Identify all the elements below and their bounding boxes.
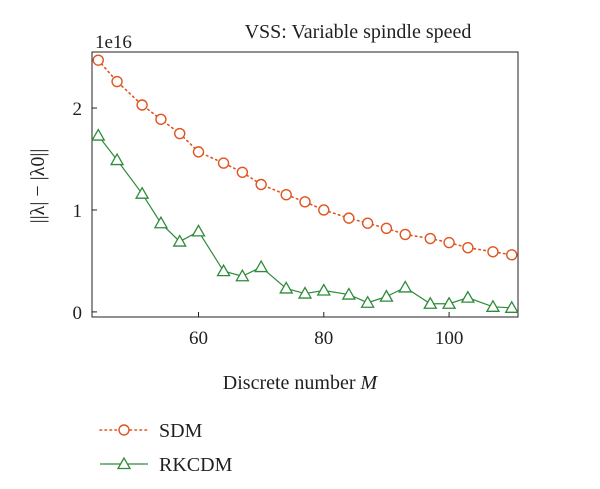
data-point-sdm	[236, 166, 249, 178]
data-point-rkcdm	[460, 290, 476, 303]
data-point-sdm	[192, 146, 205, 158]
data-point-rkcdm	[379, 289, 394, 302]
data-point-rkcdm	[109, 152, 125, 166]
data-point-sdm	[343, 212, 355, 224]
data-point-sdm	[92, 54, 104, 66]
y-multiplier: 1e16	[95, 32, 132, 53]
series-layer	[91, 54, 519, 313]
chart-title: VSS: Variable spindle speed	[245, 21, 472, 43]
x-tick-label: 80	[314, 328, 333, 349]
legend: SDM RKCDM	[99, 420, 233, 476]
y-tick-label: 0	[73, 303, 83, 324]
data-point-rkcdm	[360, 295, 375, 308]
data-point-sdm	[424, 232, 436, 245]
data-point-sdm	[462, 241, 474, 254]
data-point-rkcdm	[91, 128, 106, 141]
data-point-sdm	[280, 188, 292, 201]
x-axis-label: Discrete number M	[223, 372, 379, 394]
data-point-rkcdm	[297, 286, 313, 299]
legend-marker	[118, 424, 130, 436]
x-tick-label: 100	[435, 328, 464, 349]
data-point-sdm	[443, 236, 455, 249]
data-point-rkcdm	[153, 215, 169, 229]
data-point-sdm	[299, 196, 311, 208]
data-point-sdm	[217, 157, 230, 169]
data-point-rkcdm	[172, 234, 187, 247]
data-point-sdm	[136, 99, 148, 111]
legend-item-rkcdm: RKCDM	[100, 454, 233, 476]
data-point-rkcdm	[485, 299, 501, 312]
data-point-rkcdm	[504, 300, 519, 313]
data-point-rkcdm	[423, 296, 438, 309]
data-point-rkcdm	[279, 281, 294, 294]
data-point-rkcdm	[398, 280, 413, 293]
data-point-rkcdm	[316, 283, 331, 296]
data-point-rkcdm	[235, 268, 250, 282]
plot-frame	[91, 51, 519, 318]
data-point-rkcdm	[191, 224, 206, 237]
data-point-sdm	[318, 204, 330, 216]
y-tick-label: 2	[73, 99, 83, 120]
data-point-rkcdm	[341, 287, 356, 300]
data-point-sdm	[174, 127, 186, 140]
data-point-rkcdm	[216, 263, 231, 277]
x-axis-label-text: Discrete number	[223, 372, 356, 394]
data-point-sdm	[399, 228, 411, 241]
data-point-sdm	[361, 217, 374, 229]
data-point-sdm	[255, 178, 267, 191]
y-axis-label: ||λ| − |λ0||	[27, 149, 49, 224]
y-tick-label: 1	[73, 201, 83, 222]
legend-label: SDM	[159, 420, 203, 442]
data-point-sdm	[487, 246, 499, 258]
data-point-rkcdm	[441, 296, 457, 309]
x-tick-label: 60	[189, 328, 208, 349]
data-point-sdm	[155, 113, 167, 125]
series-rkcdm	[91, 128, 519, 313]
x-axis-label-symbol: M	[360, 372, 379, 394]
data-point-sdm	[506, 249, 518, 261]
legend-item-sdm: SDM	[99, 420, 203, 442]
data-point-rkcdm	[254, 259, 269, 273]
legend-marker	[116, 456, 132, 470]
axes: 60 80 100 0 1 2	[73, 99, 464, 349]
data-point-sdm	[111, 75, 123, 88]
data-point-sdm	[380, 222, 393, 235]
series-sdm	[92, 54, 518, 261]
data-point-rkcdm	[134, 186, 150, 199]
legend-label: RKCDM	[159, 454, 233, 476]
